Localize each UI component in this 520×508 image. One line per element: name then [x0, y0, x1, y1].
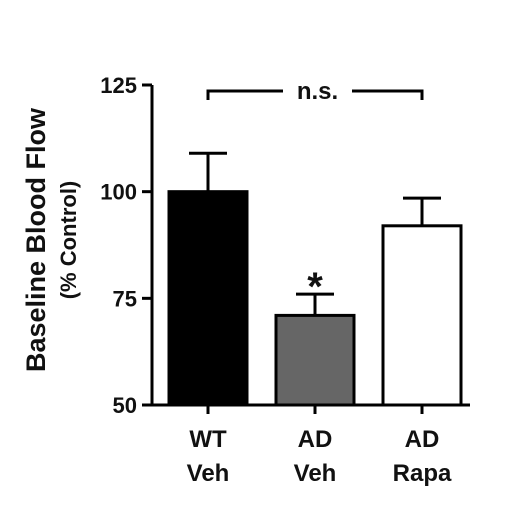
- y-axis-subtitle: (% Control): [56, 181, 81, 300]
- x-tick-label: Rapa: [393, 460, 452, 487]
- bracket-left: [206, 89, 283, 100]
- bars: WT Veh AD Veh AD Rapa: [167, 151, 463, 487]
- y-tick-label: 50: [113, 393, 137, 418]
- y-tick-label: 100: [100, 180, 137, 205]
- bracket-right: [352, 89, 424, 100]
- y-tick-label: 125: [100, 73, 137, 98]
- significance-star: *: [307, 265, 323, 309]
- bracket-label: n.s.: [297, 78, 338, 105]
- y-axis-label: Baseline Blood Flow (% Control): [21, 107, 81, 372]
- x-tick-label: AD: [298, 426, 333, 453]
- bar: [167, 190, 249, 407]
- x-tick-label: WT: [189, 426, 227, 453]
- y-axis-title: Baseline Blood Flow: [21, 107, 51, 372]
- y-tick-label: 75: [113, 286, 137, 311]
- x-tick-label: AD: [405, 426, 440, 453]
- x-tick-label: Veh: [187, 460, 230, 487]
- annotations: * n.s.: [206, 78, 424, 309]
- x-tick-label: Veh: [294, 460, 337, 487]
- bar: [274, 313, 356, 407]
- bar: [381, 224, 463, 407]
